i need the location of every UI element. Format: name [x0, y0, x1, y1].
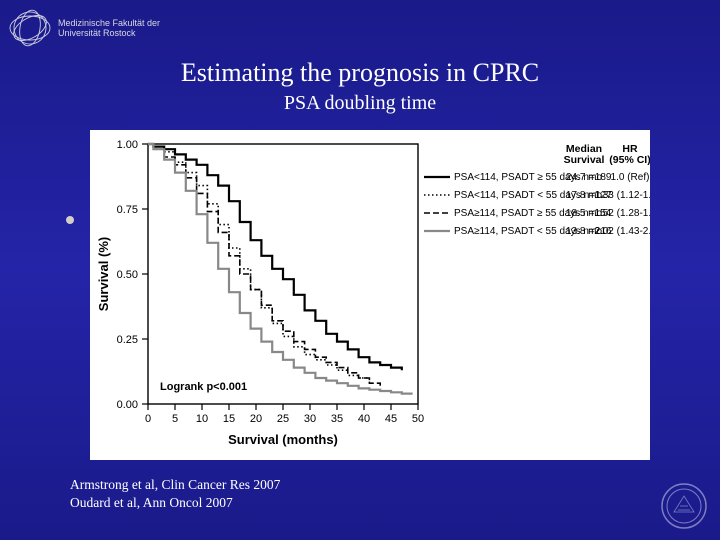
- institution-logo: Medizinische Fakultät der Universität Ro…: [8, 8, 160, 48]
- svg-text:15: 15: [223, 413, 235, 425]
- logo-text-line1: Medizinische Fakultät der: [58, 18, 160, 28]
- svg-text:1.0 (Ref): 1.0 (Ref): [611, 172, 650, 183]
- svg-text:1.52 (1.28-1.81): 1.52 (1.28-1.81): [594, 208, 650, 219]
- slide-subtitle: PSA doubling time: [0, 92, 720, 115]
- logo-text-line2: Universität Rostock: [58, 28, 160, 38]
- svg-text:0.75: 0.75: [117, 204, 138, 216]
- svg-text:5: 5: [172, 413, 178, 425]
- svg-text:0.25: 0.25: [117, 334, 138, 346]
- svg-text:1.00: 1.00: [117, 139, 138, 151]
- svg-text:Logrank p<0.001: Logrank p<0.001: [160, 381, 247, 393]
- logo-spiral-icon: [8, 8, 52, 48]
- svg-text:1.33 (1.12-1.58): 1.33 (1.12-1.58): [594, 190, 650, 201]
- university-seal-icon: [660, 482, 708, 530]
- svg-text:45: 45: [385, 413, 397, 425]
- svg-text:(95% CI): (95% CI): [609, 154, 650, 166]
- svg-text:Survival (%): Survival (%): [96, 237, 111, 311]
- svg-text:10: 10: [196, 413, 208, 425]
- svg-text:25: 25: [277, 413, 289, 425]
- svg-text:35: 35: [331, 413, 343, 425]
- svg-text:30: 30: [304, 413, 316, 425]
- svg-text:50: 50: [412, 413, 424, 425]
- ref-line-2: Oudard et al, Ann Oncol 2007: [70, 494, 280, 512]
- svg-text:Survival (months): Survival (months): [228, 432, 338, 447]
- svg-text:0.50: 0.50: [117, 269, 138, 281]
- svg-text:2.02 (1.43-2.86): 2.02 (1.43-2.86): [594, 226, 650, 237]
- slide-title: Estimating the prognosis in CPRC: [0, 58, 720, 88]
- svg-text:0: 0: [145, 413, 151, 425]
- ref-line-1: Armstrong et al, Clin Cancer Res 2007: [70, 476, 280, 494]
- svg-text:20: 20: [250, 413, 262, 425]
- svg-text:40: 40: [358, 413, 370, 425]
- references: Armstrong et al, Clin Cancer Res 2007 Ou…: [70, 476, 280, 512]
- svg-text:24.7 mo: 24.7 mo: [566, 172, 603, 183]
- svg-text:0.00: 0.00: [117, 399, 138, 411]
- svg-text:Survival: Survival: [564, 154, 605, 166]
- bullet-dot: [66, 216, 74, 224]
- km-chart: 0 5 10 15 20 25 30 35 40 45 50 0.00 0.25 0.50 0.75 1.00…: [90, 130, 650, 460]
